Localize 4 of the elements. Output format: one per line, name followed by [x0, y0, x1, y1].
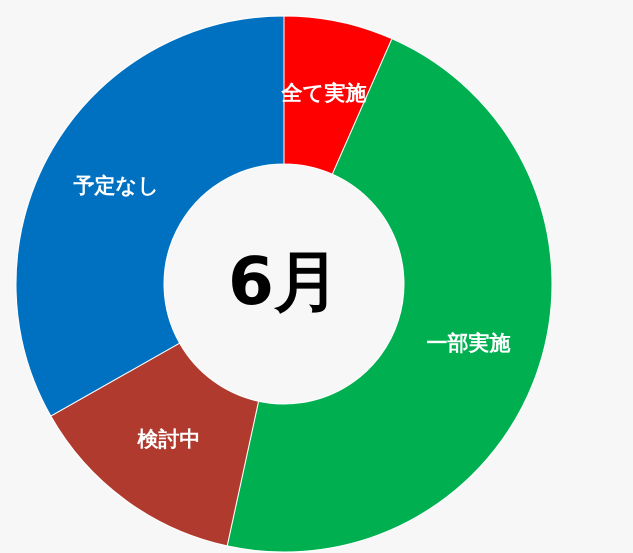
- text: 6月: [228, 243, 340, 320]
- slice-label: 検討中: [136, 427, 200, 452]
- slice-label: 一部実施: [426, 330, 511, 355]
- slice-label: 予定なし: [72, 173, 160, 198]
